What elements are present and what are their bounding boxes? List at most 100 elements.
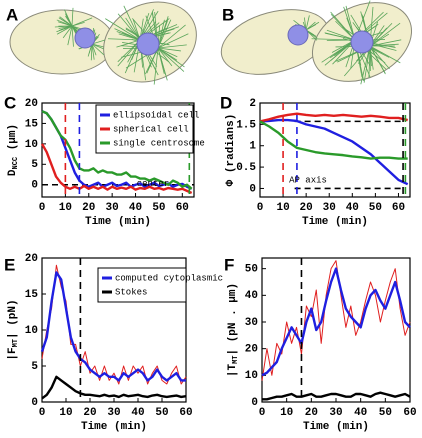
microtubule: [153, 47, 159, 85]
microtubule: [117, 39, 141, 63]
y-tick-label: 15: [25, 118, 39, 130]
y-tick-label: 20: [245, 344, 258, 356]
panel-label: B: [222, 5, 234, 24]
microtubule: [91, 39, 106, 45]
y-axis-label-sub: MT: [12, 339, 20, 347]
x-tick-label: 60: [403, 407, 416, 419]
y-tick-label: 2: [249, 98, 256, 110]
y-axis-label-unit: (μm): [7, 124, 19, 157]
x-tick-label: 50: [152, 202, 165, 214]
y-axis-label: |FMT| (pN): [7, 299, 20, 360]
data-line: [41, 375, 187, 400]
nucleus: [74, 27, 96, 49]
microtubule: [105, 18, 141, 41]
microtubule: [157, 33, 189, 49]
microtubule: [90, 43, 93, 61]
x-tick-label: 20: [300, 202, 313, 214]
x-tick-label: 0: [39, 202, 46, 214]
microtubule: [157, 47, 178, 61]
x-tick-label: 50: [379, 407, 392, 419]
microtubule: [71, 25, 74, 47]
x-axis-label: Time (min): [81, 421, 147, 433]
panel-label: A: [6, 5, 18, 24]
microtubule: [108, 38, 141, 41]
y-axis-label-main: |T: [227, 364, 239, 378]
y-axis-label: DNCC (μm): [7, 124, 20, 176]
y-tick-label: 10: [25, 139, 38, 151]
microtubule: [57, 21, 73, 27]
nucleus: [350, 30, 374, 54]
y-tick-label: 20: [25, 98, 38, 110]
microtubule: [360, 45, 371, 85]
microtubule: [369, 45, 390, 70]
y-axis-label: Φ (radians): [225, 114, 237, 187]
x-tick-label: 0: [39, 407, 46, 419]
panel-label: F: [224, 255, 234, 274]
x-tick-label: 40: [129, 202, 142, 214]
y-tick-label: 1: [249, 141, 256, 153]
y-tick-label: 10: [25, 325, 38, 337]
microtubule: [369, 45, 386, 75]
legend-label: spherical cell: [113, 124, 189, 134]
microtubule: [305, 24, 317, 31]
x-tick-label: 30: [323, 202, 336, 214]
x-tick-label: 20: [83, 407, 96, 419]
x-tick-label: 60: [392, 202, 405, 214]
x-tick-label: 50: [369, 202, 382, 214]
microtubule: [157, 47, 185, 72]
microtubule: [330, 11, 356, 41]
microtubule: [59, 16, 73, 27]
x-axis-label: Time (min): [303, 421, 369, 433]
x-tick-label: 20: [82, 202, 95, 214]
data-line: [259, 120, 408, 160]
y-tick-label: 0.5: [236, 162, 256, 174]
y-axis-label-unit: | (pN . μm): [227, 283, 239, 356]
microtubule: [326, 29, 356, 41]
y-tick-label: 1.5: [236, 119, 256, 131]
plot-area: [259, 102, 411, 198]
microtubule: [157, 44, 187, 49]
x-tick-label: 40: [354, 407, 367, 419]
microtubule: [91, 43, 97, 56]
microtubule: [56, 25, 73, 35]
x-tick-label: 0: [257, 202, 264, 214]
x-tick-label: 20: [305, 407, 318, 419]
legend-label: computed cytoplasmic: [115, 273, 223, 283]
panel-label: D: [220, 93, 232, 112]
y-tick-label: 15: [25, 289, 39, 301]
y-tick-label: 10: [245, 370, 258, 382]
x-tick-label: 10: [276, 202, 289, 214]
legend-label: Stokes: [115, 287, 147, 297]
microtubule: [123, 5, 141, 41]
microtubule: [71, 22, 85, 27]
legend-label: ellipsoidal cell: [113, 110, 199, 120]
data-line: [40, 143, 193, 195]
microtubule: [62, 25, 73, 39]
data-line: [261, 267, 411, 377]
microtubule: [67, 25, 73, 46]
illustration-a: [9, 1, 197, 85]
x-tick-label: 40: [131, 407, 144, 419]
plot-area: [261, 257, 411, 403]
microtubule: [157, 47, 181, 52]
microtubule: [369, 39, 402, 47]
annotation: center: [137, 179, 169, 189]
x-tick-label: 10: [59, 202, 72, 214]
x-tick-label: 10: [59, 407, 72, 419]
microtubule: [157, 47, 166, 75]
annotation: AP axis: [289, 175, 327, 185]
microtubule: [157, 24, 186, 49]
x-tick-label: 10: [280, 407, 293, 419]
y-tick-label: 0: [31, 180, 38, 192]
y-axis-label-unit: | (pN): [7, 299, 19, 339]
data-line: [41, 110, 193, 190]
microtubule: [146, 47, 159, 74]
x-tick-label: 30: [107, 407, 120, 419]
y-tick-label: 20: [25, 253, 38, 265]
data-line: [262, 391, 411, 401]
legend-label: single centrosome: [113, 138, 205, 148]
microtubule: [91, 43, 105, 56]
x-tick-label: 60: [179, 407, 192, 419]
illustration-b: [220, 0, 413, 85]
y-axis-label-main: D: [7, 169, 19, 176]
